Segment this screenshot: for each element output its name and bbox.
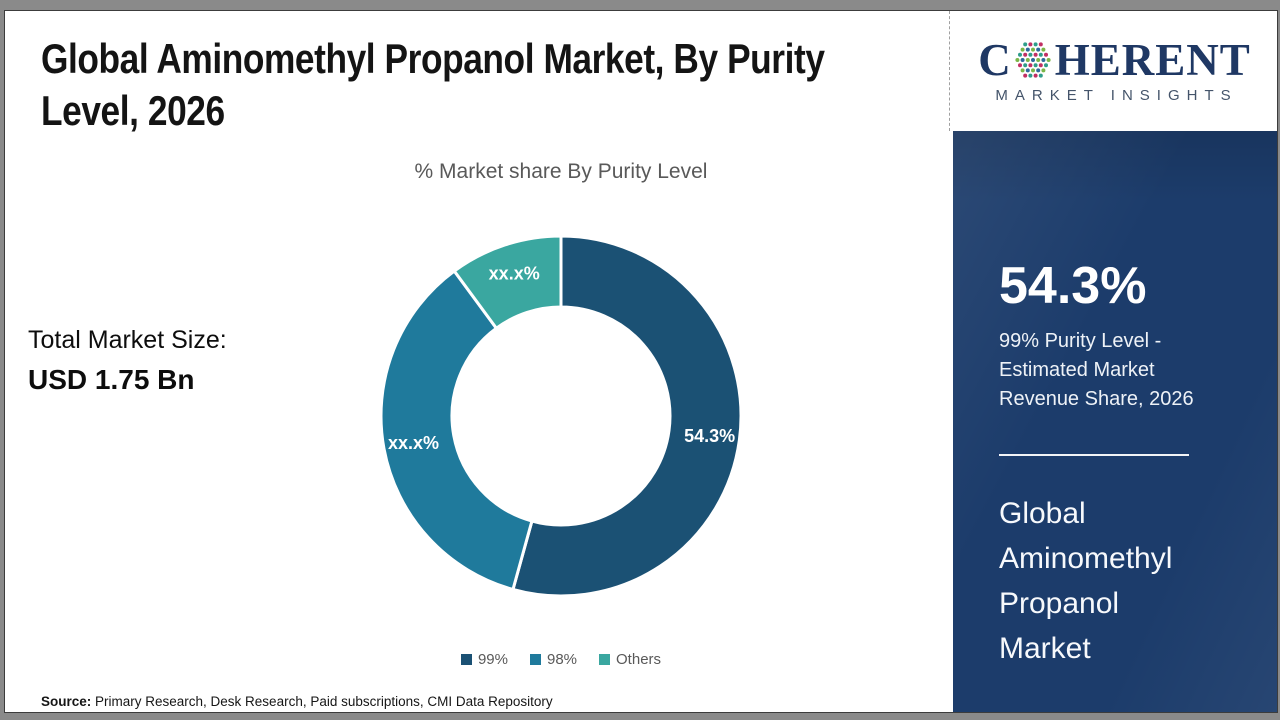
sidebar-report-name: Global Aminomethyl Propanol Market: [999, 497, 1173, 665]
total-market-size: Total Market Size: USD 1.75 Bn: [28, 321, 227, 401]
legend-item-others: Others: [599, 651, 661, 668]
brand-logo: C HERENT MARKET INSIGHTS: [949, 11, 1277, 131]
sidebar-panel: 54.3% 99% Purity Level - Estimated Marke…: [953, 131, 1277, 712]
legend-item-99: 99%: [460, 651, 508, 668]
brand-logo-prefix: C: [978, 35, 1012, 85]
source-line: Source: Primary Research, Desk Research,…: [41, 694, 553, 709]
donut-chart-svg: 54.3% xx.x% xx.x%: [379, 234, 743, 598]
chart-title: % Market share By Purity Level: [414, 160, 708, 183]
report-title-line1: Global Aminomethyl Propanol Market, By P…: [41, 35, 825, 82]
legend-swatch: [529, 654, 541, 665]
donut-slice-Others: [452, 234, 563, 331]
source-text: Primary Research, Desk Research, Paid su…: [91, 694, 553, 709]
sidebar-stat-caption: 99% Purity Level - Estimated Market Reve…: [999, 330, 1194, 410]
slice-label-99: 54.3%: [684, 426, 735, 446]
slice-label-Others: xx.x%: [489, 264, 540, 284]
legend-label: 98%: [546, 651, 578, 668]
sidebar-stat-value: 54.3%: [999, 257, 1147, 315]
legend-swatch: [460, 654, 472, 665]
logo-dot-globe-icon: [1015, 41, 1051, 78]
brand-logo-tagline: MARKET INSIGHTS: [995, 87, 1238, 104]
legend-label: Others: [616, 651, 662, 668]
report-title: Global Aminomethyl Propanol Market, By P…: [41, 33, 974, 137]
legend-swatch: [599, 654, 611, 665]
donut-slice-99: [511, 234, 743, 598]
chart-legend: 99% 98% Others: [93, 651, 1029, 668]
total-market-size-label: Total Market Size:: [28, 326, 227, 354]
source-label: Source:: [41, 694, 92, 709]
legend-label: 99%: [477, 651, 508, 668]
total-market-size-value: USD 1.75 Bn: [28, 364, 195, 395]
report-title-line2: Level, 2026: [41, 87, 225, 134]
donut-slice-98: [379, 268, 534, 592]
brand-logo-suffix: HERENT: [1054, 35, 1251, 85]
sidebar-divider: [999, 454, 1189, 456]
slide: Global Aminomethyl Propanol Market, By P…: [4, 10, 1278, 713]
brand-logo-wordmark: C HERENT: [978, 38, 1251, 83]
donut-chart: 54.3% xx.x% xx.x%: [371, 226, 751, 606]
slice-label-98: xx.x%: [388, 433, 439, 453]
legend-item-98: 98%: [529, 651, 578, 668]
